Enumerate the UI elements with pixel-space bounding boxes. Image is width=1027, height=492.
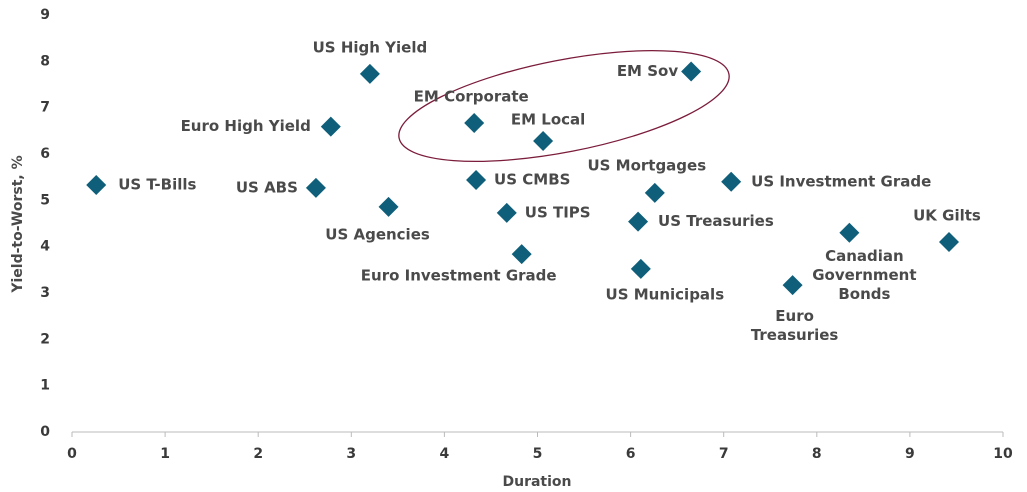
x-tick-label: 3: [346, 446, 356, 462]
y-tick-label: 3: [40, 285, 50, 301]
data-point: [681, 61, 702, 82]
data-point: [721, 171, 742, 192]
x-tick-label: 0: [67, 446, 77, 462]
point-label: Canadian Government Bonds: [812, 246, 916, 302]
y-tick-label: 7: [40, 100, 50, 116]
x-tick-label: 10: [993, 446, 1013, 462]
x-tick-label: 2: [253, 446, 263, 462]
point-label: US T-Bills: [118, 176, 196, 194]
data-point: [496, 202, 517, 223]
data-point: [533, 131, 554, 152]
point-label: EM Sov: [617, 62, 679, 80]
data-point: [464, 112, 485, 133]
y-tick-label: 2: [40, 331, 50, 347]
x-tick-label: 9: [905, 446, 915, 462]
highlight-ellipse: [398, 49, 730, 163]
y-tick-label: 6: [40, 146, 50, 162]
x-tick-label: 8: [812, 446, 822, 462]
y-tick-label: 8: [40, 53, 50, 69]
data-point: [782, 275, 803, 296]
data-point: [628, 211, 649, 232]
point-label: US CMBS: [494, 170, 570, 188]
label-line: Treasuries: [751, 326, 839, 344]
point-label: Euro Treasuries: [751, 307, 839, 344]
data-point: [305, 177, 326, 198]
point-label: UK Gilts: [913, 207, 981, 225]
point-label: US Municipals: [606, 285, 725, 303]
data-point: [466, 169, 487, 190]
point-label: US ABS: [236, 178, 298, 196]
data-point: [644, 182, 665, 203]
x-tick-label: 6: [626, 446, 636, 462]
y-tick-label: 4: [40, 239, 50, 255]
point-label: US Mortgages: [587, 156, 706, 174]
y-axis-title: Yield-to-Worst, %: [10, 155, 26, 293]
data-point: [839, 222, 860, 243]
data-point: [320, 116, 341, 137]
x-tick-label: 5: [533, 446, 543, 462]
label-line: Euro: [775, 307, 814, 325]
point-label: US Agencies: [325, 225, 430, 243]
x-tick-label: 4: [440, 446, 450, 462]
point-label: EM Corporate: [414, 87, 529, 105]
x-tick-label: 7: [719, 446, 729, 462]
point-label: Euro Investment Grade: [361, 267, 557, 285]
data-point: [359, 63, 380, 84]
y-tick-label: 0: [40, 424, 50, 440]
data-point: [378, 196, 399, 217]
y-tick-label: 1: [40, 378, 50, 394]
data-point: [630, 258, 651, 279]
label-line: Government: [812, 265, 916, 283]
data-point: [86, 175, 107, 196]
label-line: Bonds: [838, 284, 890, 302]
y-tick-label: 5: [40, 192, 50, 208]
data-point: [511, 244, 532, 265]
point-label: US Investment Grade: [751, 172, 931, 190]
data-point: [939, 232, 960, 253]
x-tick-label: 1: [160, 446, 170, 462]
point-label: US Treasuries: [658, 212, 774, 230]
point-label: Euro High Yield: [181, 117, 311, 135]
point-label: EM Local: [511, 111, 585, 129]
label-line: Canadian: [825, 246, 904, 264]
point-label: US High Yield: [313, 38, 428, 56]
x-axis-title: Duration: [502, 474, 571, 490]
point-label: US TIPS: [525, 203, 591, 221]
y-tick-label: 9: [40, 7, 50, 23]
